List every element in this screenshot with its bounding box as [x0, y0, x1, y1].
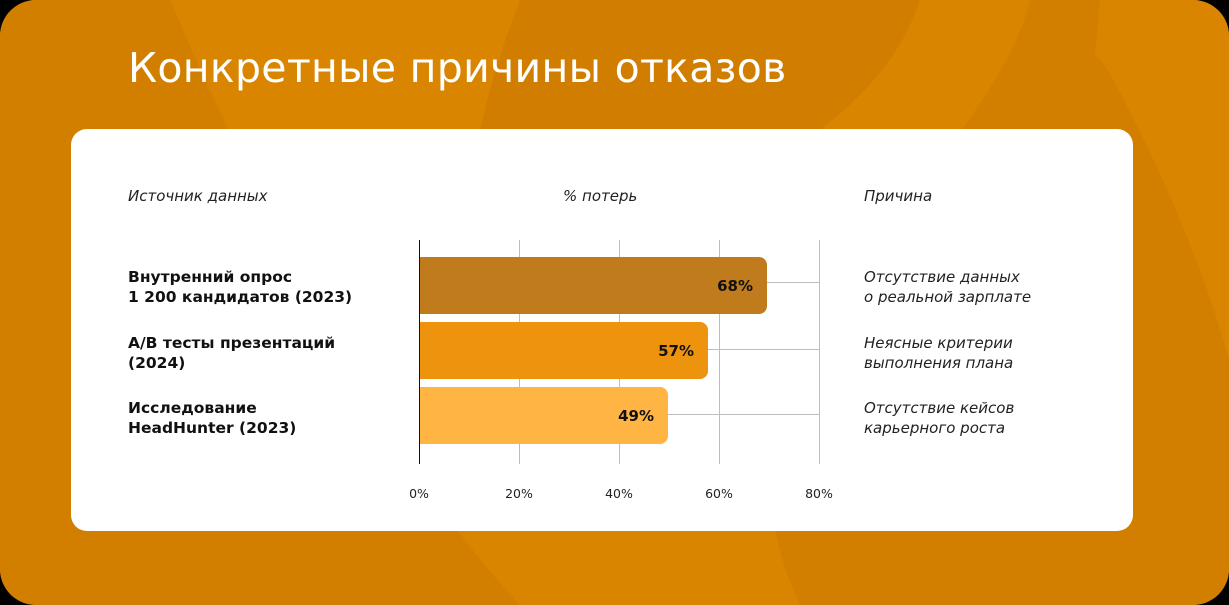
source-label-3: Исследование HeadHunter (2023) [128, 398, 296, 438]
source-label-1: Внутренний опрос 1 200 кандидатов (2023) [128, 267, 352, 307]
column-header-source: Источник данных [128, 187, 268, 205]
source-label-line: HeadHunter (2023) [128, 419, 297, 437]
reason-label-line: Неясные критерии [864, 334, 1013, 352]
bar-ab-tests: 57% [419, 322, 708, 379]
bar-headhunter-study: 49% [419, 387, 668, 444]
bar-internal-survey: 68% [419, 257, 767, 314]
bar-plot-area: 68% 57% 49% [419, 240, 820, 464]
reason-label-2: Неясные критерии выполнения плана [864, 333, 1013, 373]
page-title: Конкретные причины отказов [128, 44, 787, 92]
x-tick-label: 60% [705, 486, 733, 501]
column-header-loss: % потерь [563, 187, 638, 205]
reason-label-line: Отсутствие данных [864, 268, 1020, 286]
x-tick-label: 40% [605, 486, 633, 501]
chart-card: Источник данных % потерь Причина Внутрен… [71, 129, 1133, 531]
reason-label-3: Отсутствие кейсов карьерного роста [864, 398, 1014, 438]
reason-label-line: о реальной зарплате [864, 288, 1032, 306]
reason-label-line: карьерного роста [864, 419, 1006, 437]
bar-value-label: 57% [658, 341, 694, 360]
source-label-line: Внутренний опрос [128, 268, 293, 286]
source-label-line: (2024) [128, 354, 186, 372]
reason-label-line: Отсутствие кейсов [864, 399, 1015, 417]
reason-label-1: Отсутствие данных о реальной зарплате [864, 267, 1031, 307]
source-label-2: A/B тесты презентаций (2024) [128, 333, 335, 373]
source-label-line: 1 200 кандидатов (2023) [128, 288, 353, 306]
gridline-60 [719, 240, 720, 464]
bar-value-label: 68% [717, 276, 753, 295]
reason-label-line: выполнения плана [864, 354, 1014, 372]
gridline-80 [819, 240, 820, 464]
axis-zero-line [419, 240, 420, 464]
source-label-line: Исследование [128, 399, 257, 417]
bar-value-label: 49% [618, 406, 654, 425]
source-label-line: A/B тесты презентаций [128, 334, 336, 352]
x-tick-label: 80% [805, 486, 833, 501]
column-header-reason: Причина [864, 187, 933, 205]
x-tick-label: 20% [505, 486, 533, 501]
x-tick-label: 0% [409, 486, 429, 501]
